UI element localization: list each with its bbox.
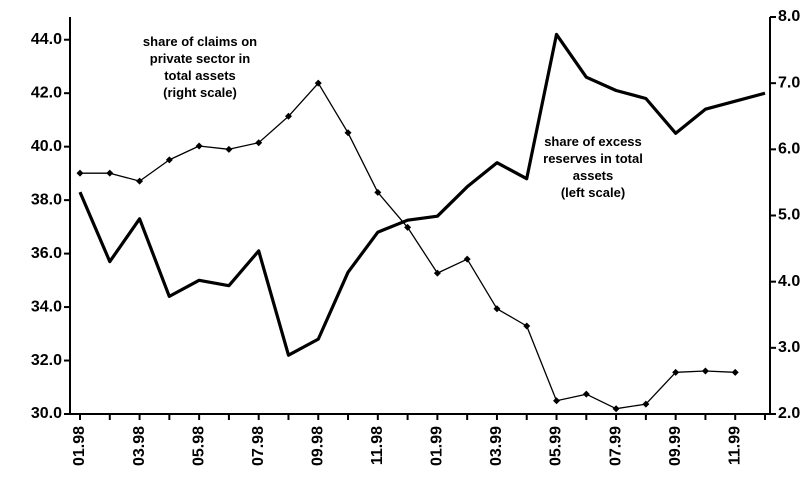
y-tick-label: 34.0 [31,298,62,315]
point-marker [553,397,561,405]
point-marker [136,177,144,185]
point-marker [672,368,680,376]
x-tick-label: 03.99 [488,426,505,466]
x-tick-label: 09.99 [667,426,684,466]
point-marker [404,223,412,231]
annotation: (right scale) [163,85,237,100]
y2-tick-label: 3.0 [778,339,800,356]
point-marker [165,156,173,164]
point-marker [523,322,531,330]
y2-tick-label: 5.0 [778,207,800,224]
x-tick-label: 07.99 [607,426,624,466]
x-tick-label: 05.99 [548,426,565,466]
annotation: reserves in total [543,151,643,166]
point-marker [106,169,114,177]
annotation: share of excess [544,134,642,149]
y-tick-label: 44.0 [31,31,62,48]
x-tick-label: 09.98 [309,426,326,466]
y2-tick-label: 7.0 [778,74,800,91]
point-marker [433,269,441,277]
x-tick-label: 05.98 [190,426,207,466]
point-marker [225,145,233,153]
x-tick-label: 11.98 [369,426,386,465]
point-marker [701,367,709,375]
annotation: total assets [164,68,236,83]
annotation: (left scale) [561,185,625,200]
point-marker [344,129,352,137]
x-tick-label: 01.99 [429,426,446,466]
annotation: share of claims on [143,34,257,49]
annotation: assets [573,168,613,183]
series-line [80,82,736,410]
y-tick-label: 36.0 [31,245,62,262]
point-marker [642,400,650,408]
y2-tick-label: 2.0 [778,405,800,422]
y-tick-label: 38.0 [31,191,62,208]
point-marker [612,405,620,413]
y-tick-label: 40.0 [31,138,62,155]
point-marker [255,139,263,147]
x-tick-label: 11.99 [726,426,743,465]
point-marker [731,368,739,376]
point-marker [493,305,501,313]
y2-tick-label: 6.0 [778,141,800,158]
x-tick-label: 03.98 [131,426,148,466]
point-marker [582,390,590,398]
y-tick-label: 42.0 [31,84,62,101]
series-line [78,32,766,357]
y-tick-label: 30.0 [31,405,62,422]
point-marker [76,169,84,177]
point-marker [374,188,382,196]
point-marker [284,112,292,120]
y2-tick-label: 8.0 [778,8,800,25]
annotation: private sector in [150,51,250,66]
x-tick-label: 01.98 [71,426,88,466]
point-marker [314,79,322,87]
point-marker [463,255,471,263]
y2-tick-label: 4.0 [778,273,800,290]
y-tick-label: 32.0 [31,352,62,369]
x-tick-label: 07.98 [250,426,267,466]
point-marker [195,142,203,150]
